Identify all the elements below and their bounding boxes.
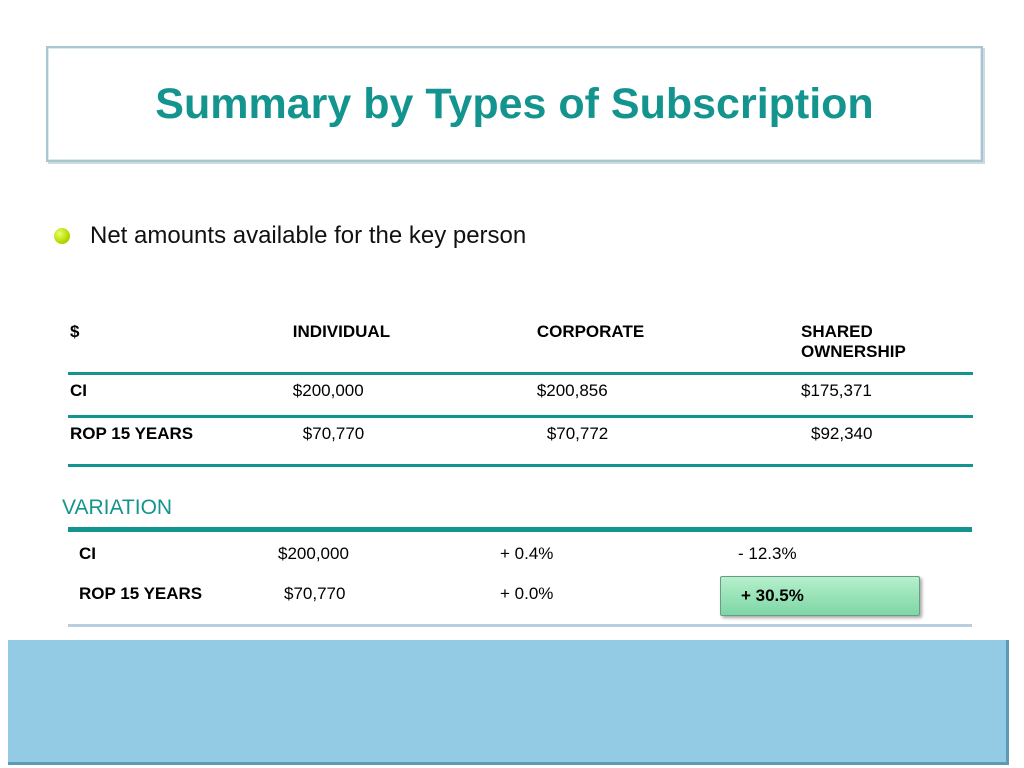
cell-individual: $200,000 — [290, 373, 535, 418]
highlight-box: + 30.5% — [720, 576, 920, 616]
bullet-item: Net amounts available for the key person — [54, 222, 526, 250]
cell-corporate: $70,772 — [534, 416, 799, 467]
bullet-icon — [54, 228, 70, 244]
header-corporate: CORPORATE — [534, 318, 799, 375]
cell-corporate: $200,856 — [534, 373, 799, 418]
header-individual: INDIVIDUAL — [290, 318, 535, 375]
slide-title: Summary by Types of Subscription — [155, 79, 874, 128]
row-label: ROP 15 YEARS — [79, 584, 203, 603]
header-currency: $ — [68, 318, 291, 375]
cell-shared: - 12.3% — [738, 544, 797, 563]
cell-corporate: + 0.4% — [500, 544, 554, 563]
table-row: ROP 15 YEARS $70,770 $70,772 $92,340 — [68, 416, 973, 467]
title-box: Summary by Types of Subscription — [46, 46, 983, 162]
variation-label: VARIATION — [62, 496, 173, 519]
row-label: CI — [79, 544, 96, 563]
header-shared-ownership: SHARED OWNERSHIP — [798, 318, 973, 375]
bullet-text: Net amounts available for the key person — [90, 222, 527, 249]
table-row: CI $200,000 + 0.4% - 12.3% — [68, 544, 972, 574]
cell-corporate: + 0.0% — [500, 584, 554, 603]
cell-individual: $200,000 — [278, 544, 349, 563]
highlight-value: + 30.5% — [741, 586, 804, 605]
cell-shared: $175,371 — [798, 373, 973, 418]
table-row: CI $200,000 $200,856 $175,371 — [68, 373, 973, 418]
row-label: ROP 15 YEARS — [68, 416, 291, 467]
amounts-table: $ INDIVIDUAL CORPORATE SHARED OWNERSHIP … — [68, 318, 973, 467]
variation-table: + 30.5% CI $200,000 + 0.4% - 12.3% ROP 1… — [68, 538, 972, 627]
row-label: CI — [68, 373, 291, 418]
table-row: ROP 15 YEARS $70,770 + 0.0% — [68, 584, 972, 614]
variation-divider — [68, 527, 972, 532]
table-header-row: $ INDIVIDUAL CORPORATE SHARED OWNERSHIP — [68, 318, 973, 375]
bottom-panel — [8, 640, 1009, 765]
cell-shared: $92,340 — [798, 416, 973, 467]
cell-individual: $70,770 — [284, 584, 346, 603]
cell-individual: $70,770 — [290, 416, 535, 467]
